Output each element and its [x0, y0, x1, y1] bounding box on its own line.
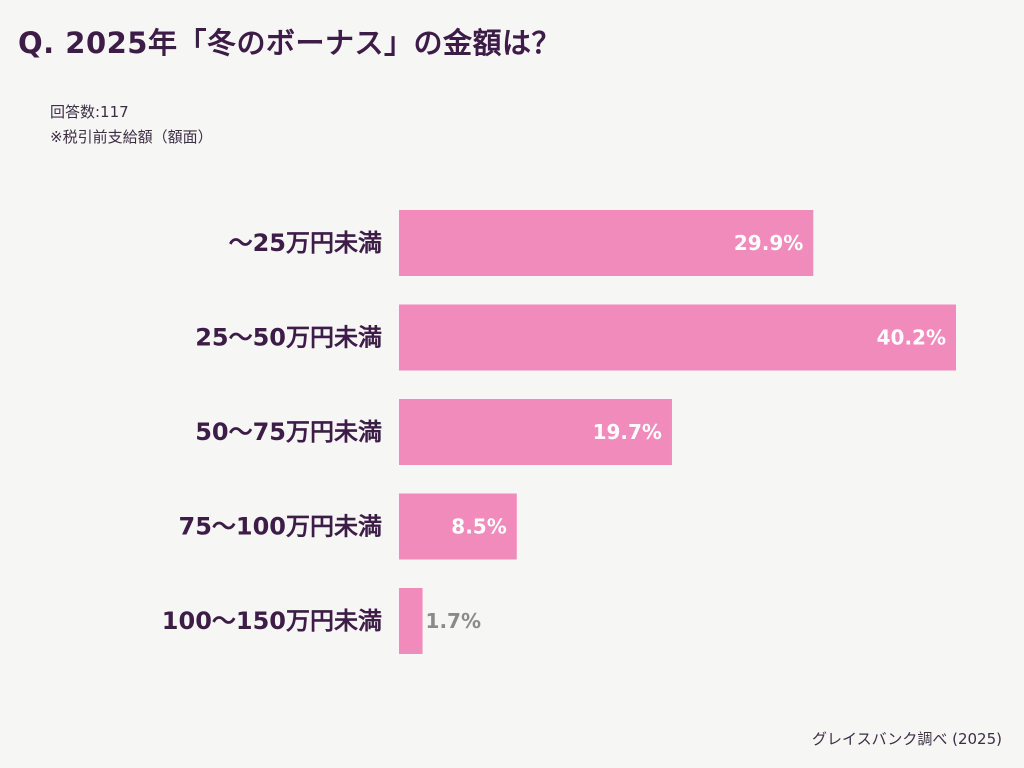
chart-title: Q. 2025年「冬のボーナス」の金額は？ — [18, 26, 561, 60]
data-label: 40.2% — [877, 326, 946, 350]
bar — [399, 493, 517, 560]
bar — [399, 304, 956, 371]
category-label: 100〜150万円未満 — [162, 607, 382, 635]
source-credit: グレイスバンク調べ (2025) — [812, 730, 1002, 748]
amount-note: ※税引前支給額（額面） — [50, 128, 213, 146]
category-label: 75〜100万円未満 — [179, 513, 383, 541]
bar — [399, 588, 423, 654]
data-label: 19.7% — [593, 420, 662, 444]
data-label: 8.5% — [451, 515, 506, 539]
category-label: 50〜75万円未満 — [195, 418, 382, 446]
respondent-count: 回答数:117 — [50, 103, 129, 121]
data-label: 1.7% — [426, 609, 481, 633]
bar — [399, 399, 672, 465]
category-label: 〜25万円未満 — [229, 229, 382, 257]
category-label: 25〜50万円未満 — [195, 324, 382, 352]
data-label: 29.9% — [734, 231, 803, 255]
bar — [399, 210, 814, 276]
